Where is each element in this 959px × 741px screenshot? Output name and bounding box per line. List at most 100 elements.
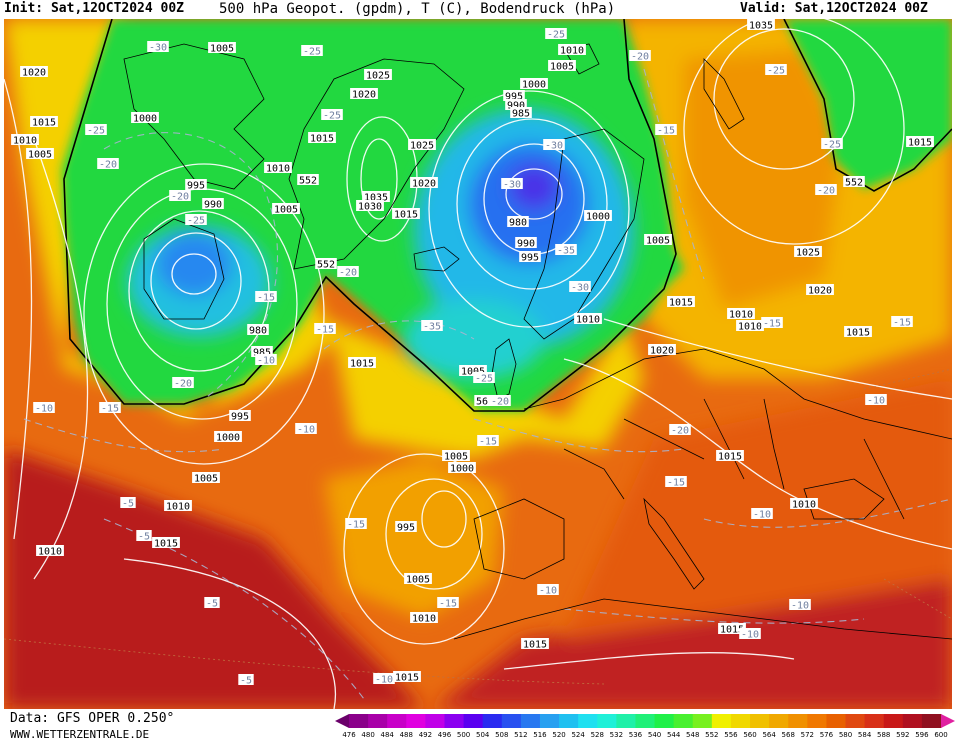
temperature-label-bg	[537, 584, 559, 595]
pressure-label: 1015	[718, 623, 746, 636]
temperature-label-text: -15	[439, 599, 457, 610]
temperature-label: -20	[815, 184, 837, 197]
legend-swatch	[692, 714, 713, 728]
legend-tick-label: 552	[705, 731, 719, 739]
pressure-label-bg	[515, 237, 537, 248]
pressure-label-bg	[574, 313, 602, 324]
temperature-label-text: -10	[35, 404, 53, 415]
pressure-label-text: 1005	[550, 62, 574, 73]
height-label-bg	[297, 174, 319, 185]
pressure-label: 1010	[36, 545, 64, 558]
temperature-label: -35	[421, 320, 443, 333]
pressure-label-text: 1010	[738, 322, 762, 333]
pressure-label-text: 1005	[194, 474, 218, 485]
temperature-label-bg	[136, 530, 152, 541]
temperature-label-text: -20	[671, 426, 689, 437]
pressure-label-text: 1000	[450, 464, 474, 475]
temperature-label-bg	[301, 45, 323, 56]
pressure-label-bg	[404, 573, 432, 584]
legend-swatch	[711, 714, 732, 728]
pressure-label: 1015	[521, 638, 549, 651]
pressure-label-bg	[718, 623, 746, 634]
legend-swatch	[921, 714, 942, 728]
pressure-label-text: 985	[253, 348, 271, 359]
pressure-label-text: 1015	[908, 138, 932, 149]
temperature-label: -15	[761, 317, 783, 330]
temperature-label-bg	[821, 138, 843, 149]
pressure-label-bg	[272, 203, 300, 214]
legend-swatch	[750, 714, 770, 728]
pressure-label-bg	[26, 148, 54, 159]
pressure-label-bg	[20, 66, 48, 77]
pressure-label: 1030	[356, 200, 384, 213]
coastlines	[4, 43, 952, 685]
height-label-text: 552	[317, 260, 335, 271]
pressure-label-bg	[410, 612, 438, 623]
temperature-label: -15	[665, 476, 687, 489]
temperature-label-bg	[669, 424, 691, 435]
temperature-label-bg	[501, 178, 523, 189]
temperature-label-bg	[477, 435, 499, 446]
pressure-label-text: 1015	[394, 210, 418, 221]
legend-tick-label: 532	[609, 731, 624, 739]
temperature-label-bg	[815, 184, 837, 195]
temperature-label-bg	[373, 673, 395, 684]
contour-labels: 1020 1015 1010 1005 1005 1000 995 990 980 985 995 1…	[11, 19, 934, 687]
pressure-label: 1005	[459, 365, 487, 378]
pressure-label-text: 1005	[646, 236, 670, 247]
greenland-coast	[288, 58, 465, 270]
legend-tick-label: 516	[533, 731, 547, 739]
pressure-label-bg	[442, 450, 470, 461]
legend-tick-label: 568	[781, 731, 795, 739]
pressure-label-bg	[790, 498, 818, 509]
temperature-label: -25	[301, 45, 323, 58]
temperature-label-bg	[321, 109, 343, 120]
isotherms	[23, 68, 952, 700]
pressure-label: 1005	[644, 234, 672, 247]
pressure-label: 1020	[20, 66, 48, 79]
temperature-label: -30	[543, 139, 565, 152]
field-red-southeast	[434, 579, 952, 709]
temperature-label: -20	[489, 395, 511, 408]
legend-swatch	[578, 714, 598, 728]
pressure-label-text: 1010	[266, 164, 290, 175]
legend-tick-label: 504	[475, 731, 490, 739]
pressure-label-text: 995	[397, 523, 415, 534]
height-label-text: 552	[299, 176, 317, 187]
temperature-label: -25	[545, 28, 567, 41]
pressure-label-bg	[214, 431, 242, 442]
pressure-label: 995	[395, 521, 417, 534]
pressure-label-bg	[202, 198, 224, 209]
pressure-label: 995	[519, 251, 541, 264]
legend-tick-label: 600	[934, 731, 948, 739]
temperature-label-text: -5	[138, 532, 150, 543]
legend-tick-label: 592	[896, 731, 910, 739]
pressure-label-text: 1020	[808, 286, 832, 297]
pressure-label: 990	[515, 237, 537, 250]
pressure-label: 980	[247, 324, 269, 337]
pressure-label-text: 995	[521, 253, 539, 264]
temperature-label-text: -30	[545, 141, 563, 152]
temperature-label: -10	[295, 423, 317, 436]
temperature-label-text: -20	[817, 186, 835, 197]
temperature-label-text: -30	[571, 283, 589, 294]
map-header: Init: Sat,12OCT2024 00Z 500 hPa Geopot. …	[0, 0, 959, 19]
temperature-label-text: -15	[893, 318, 911, 329]
temperature-label-bg	[739, 628, 761, 639]
legend-swatch	[845, 714, 866, 728]
temperature-label-text: -20	[99, 160, 117, 171]
temperature-label: -25	[85, 124, 107, 137]
legend-arrow-right	[941, 714, 955, 728]
temperature-label-bg	[185, 214, 207, 225]
pressure-label-text: 1005	[461, 367, 485, 378]
pressure-label-text: 1000	[216, 433, 240, 444]
pressure-label-bg	[36, 545, 64, 556]
temperature-label: -15	[891, 316, 913, 329]
temperature-label: -30	[569, 281, 591, 294]
temperature-label-bg	[295, 423, 317, 434]
legend-arrow-left	[335, 714, 349, 728]
pressure-label-text: 995	[231, 412, 249, 423]
temperature-label-text: -20	[171, 192, 189, 203]
pressure-label-text: 1020	[650, 346, 674, 357]
temperature-label-bg	[437, 597, 459, 608]
